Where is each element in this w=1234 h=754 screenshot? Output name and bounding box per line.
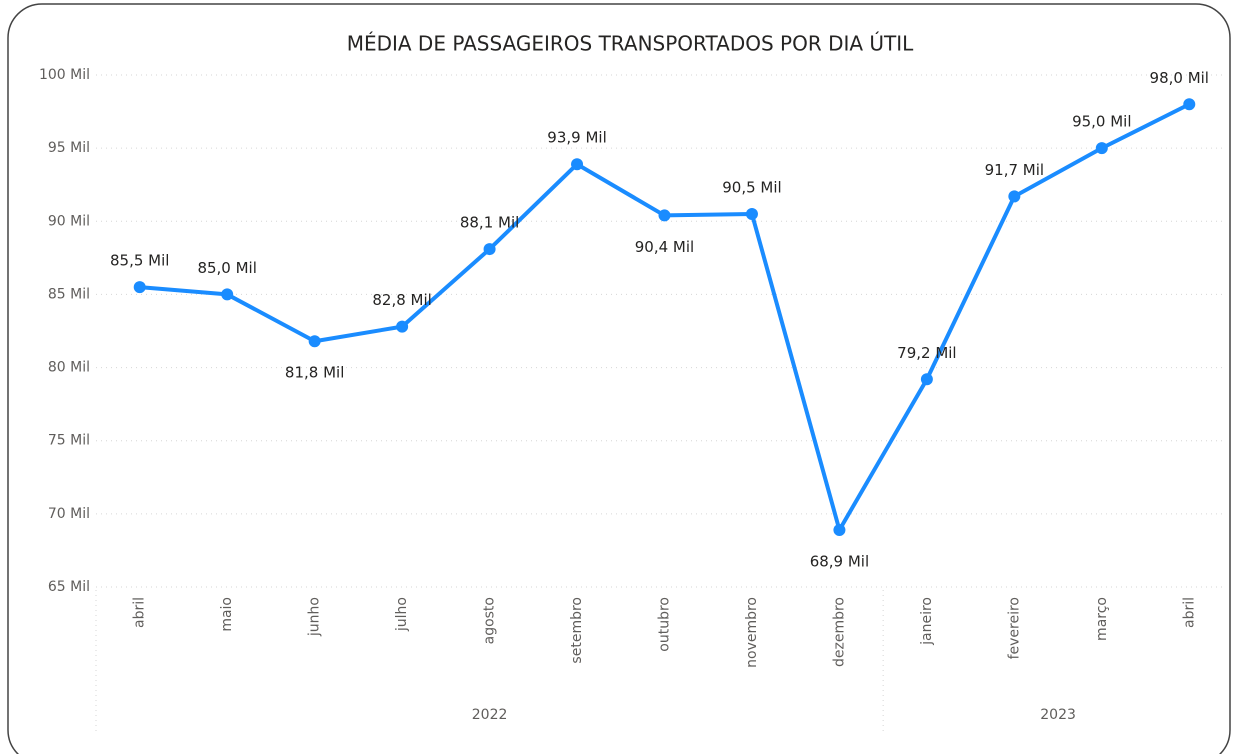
x-tick-label: abril: [132, 597, 148, 628]
data-label: 85,0 Mil: [197, 259, 256, 277]
x-tick-label: dezembro: [831, 597, 847, 667]
y-tick-label: 95 Mil: [48, 140, 90, 156]
data-label: 88,1 Mil: [460, 214, 519, 232]
data-label: 90,4 Mil: [635, 238, 694, 256]
x-tick-label: maio: [219, 597, 235, 632]
data-label: 68,9 Mil: [810, 552, 869, 570]
y-tick-label: 100 Mil: [39, 67, 90, 83]
data-label: 81,8 Mil: [285, 364, 344, 382]
point: [308, 335, 321, 348]
point: [483, 243, 496, 256]
y-tick-label: 70 Mil: [48, 506, 90, 522]
point: [658, 209, 671, 222]
x-tick-label: fevereiro: [1006, 597, 1022, 659]
data-label: 85,5 Mil: [110, 252, 169, 270]
point: [133, 281, 146, 294]
x-tick-label: julho: [394, 597, 410, 632]
x-tick-label: novembro: [744, 597, 760, 668]
x-tick-label: março: [1094, 597, 1110, 641]
x-tick-label: agosto: [482, 597, 498, 644]
data-label: 98,0 Mil: [1150, 69, 1209, 87]
point: [1183, 98, 1196, 111]
point: [745, 207, 758, 220]
point: [396, 320, 409, 333]
point: [1095, 142, 1108, 155]
point: [1008, 190, 1021, 203]
data-label: 95,0 Mil: [1072, 113, 1131, 131]
x-tick-label: janeiro: [919, 597, 935, 646]
data-label: 90,5 Mil: [722, 178, 781, 196]
point: [571, 158, 584, 171]
data-label: 93,9 Mil: [547, 129, 606, 147]
group-label: 2022: [472, 707, 508, 723]
point: [920, 373, 933, 386]
y-tick-label: 90 Mil: [48, 213, 90, 229]
x-tick-label: abril: [1181, 597, 1197, 628]
data-label: 79,2 Mil: [897, 344, 956, 362]
chart-title: MÉDIA DE PASSAGEIROS TRANSPORTADOS POR D…: [347, 32, 914, 56]
y-tick-label: 75 Mil: [48, 433, 90, 449]
group-label: 2023: [1040, 707, 1076, 723]
y-tick-label: 65 Mil: [48, 579, 90, 595]
y-tick-label: 80 Mil: [48, 360, 90, 376]
y-tick-label: 85 Mil: [48, 286, 90, 302]
x-tick-label: junho: [307, 597, 323, 637]
data-label: 91,7 Mil: [985, 161, 1044, 179]
x-tick-label: setembro: [569, 597, 585, 664]
point: [221, 288, 234, 301]
point: [833, 523, 846, 536]
x-tick-label: outubro: [657, 597, 673, 652]
data-label: 82,8 Mil: [372, 291, 431, 309]
frame: [7, 3, 1231, 754]
